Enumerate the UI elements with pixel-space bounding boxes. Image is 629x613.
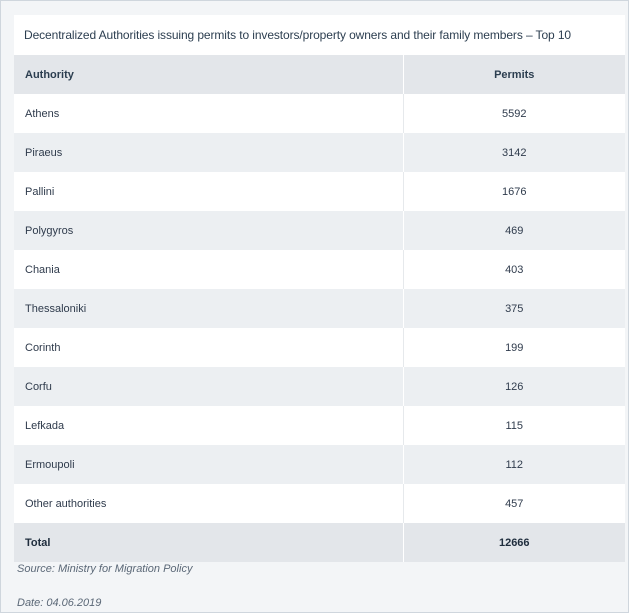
table-row: Polygyros 469	[14, 211, 625, 250]
table-row: Piraeus 3142	[14, 133, 625, 172]
authority-cell: Polygyros	[14, 211, 404, 250]
permits-table: Authority Permits Athens 5592 Piraeus 31…	[14, 55, 625, 562]
date-note: Date: 04.06.2019	[17, 597, 102, 609]
table-row: Pallini 1676	[14, 172, 625, 211]
total-label-cell: Total	[14, 523, 404, 562]
permits-cell: 3142	[403, 133, 625, 172]
authority-cell: Thessaloniki	[14, 289, 404, 328]
table-row: Athens 5592	[14, 94, 625, 133]
authority-cell: Corfu	[14, 367, 404, 406]
table-total-row: Total 12666	[14, 523, 625, 562]
authority-cell: Athens	[14, 94, 404, 133]
permits-cell: 115	[403, 406, 625, 445]
total-value-cell: 12666	[403, 523, 625, 562]
permits-cell: 375	[403, 289, 625, 328]
authority-cell: Ermoupoli	[14, 445, 404, 484]
permits-cell: 5592	[403, 94, 625, 133]
table-row: Corfu 126	[14, 367, 625, 406]
authority-cell: Pallini	[14, 172, 404, 211]
permits-cell: 199	[403, 328, 625, 367]
table-row: Corinth 199	[14, 328, 625, 367]
source-note: Source: Ministry for Migration Policy	[17, 563, 193, 575]
column-header-permits: Permits	[403, 55, 625, 94]
permits-cell: 126	[403, 367, 625, 406]
column-header-authority: Authority	[14, 55, 404, 94]
table-title: Decentralized Authorities issuing permit…	[24, 28, 571, 42]
table-row: Chania 403	[14, 250, 625, 289]
authority-cell: Lefkada	[14, 406, 404, 445]
authority-cell: Corinth	[14, 328, 404, 367]
permits-cell: 403	[403, 250, 625, 289]
permits-cell: 1676	[403, 172, 625, 211]
authority-cell: Chania	[14, 250, 404, 289]
table-row: Thessaloniki 375	[14, 289, 625, 328]
permits-cell: 112	[403, 445, 625, 484]
table-row: Other authorities 457	[14, 484, 625, 523]
table-title-box: Decentralized Authorities issuing permit…	[14, 15, 625, 56]
authority-cell: Piraeus	[14, 133, 404, 172]
table-row: Lefkada 115	[14, 406, 625, 445]
table-header-row: Authority Permits	[14, 55, 625, 94]
permits-cell: 457	[403, 484, 625, 523]
permits-cell: 469	[403, 211, 625, 250]
table-row: Ermoupoli 112	[14, 445, 625, 484]
authority-cell: Other authorities	[14, 484, 404, 523]
